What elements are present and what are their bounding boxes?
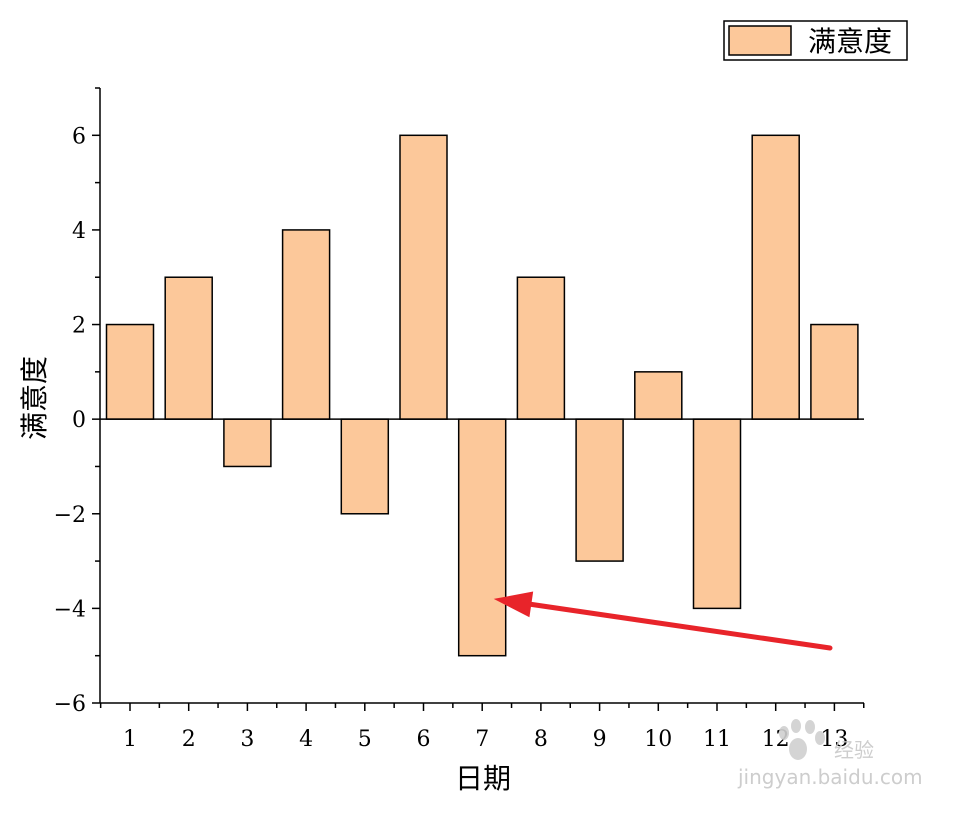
arrow-head xyxy=(493,591,534,618)
x-ticks-group: 1 2 3 4 5 6 7 8 9 10 11 12 13 xyxy=(99,703,865,752)
y-tick-label: −2 xyxy=(54,503,86,528)
y-tick-label: −4 xyxy=(54,597,86,622)
x-tick-label: 9 xyxy=(593,727,607,752)
bar-2 xyxy=(164,276,213,420)
arrow-shaft xyxy=(528,601,833,651)
y-tick-label: 2 xyxy=(72,314,86,339)
paw-logo xyxy=(779,719,825,760)
x-tick-label: 2 xyxy=(182,727,196,752)
bar-3 xyxy=(223,418,272,468)
x-tick-label: 7 xyxy=(475,727,489,752)
x-tick-label: 4 xyxy=(299,727,313,752)
bar-1 xyxy=(105,323,155,420)
bar-12 xyxy=(751,134,800,420)
bar-13 xyxy=(810,323,859,420)
x-tick-label: 13 xyxy=(820,727,848,752)
bar-11 xyxy=(692,418,742,610)
watermark-text: 经验 xyxy=(834,738,874,762)
bar-10 xyxy=(634,371,683,420)
legend-swatch xyxy=(728,25,792,56)
y-ticks-group: −6 −4 −2 0 2 4 6 xyxy=(54,87,100,717)
x-tick-label: 6 xyxy=(417,727,431,752)
y-tick-label: −6 xyxy=(54,692,86,717)
x-tick-label: 8 xyxy=(534,727,548,752)
bar-5 xyxy=(340,418,390,515)
y-tick-label: 4 xyxy=(72,219,86,244)
bar-9 xyxy=(575,418,624,562)
bars-group xyxy=(105,134,859,657)
x-tick-label: 5 xyxy=(358,727,372,752)
y-tick-label: 6 xyxy=(72,124,86,149)
legend: 满意度 xyxy=(723,20,908,61)
y-tick-label: 0 xyxy=(72,408,86,433)
watermark: 经验 jingyan.baidu.com xyxy=(737,719,923,789)
x-axis-title: 日期 xyxy=(455,762,511,795)
bar-4 xyxy=(281,229,331,420)
legend-label: 满意度 xyxy=(808,25,892,58)
annotation-arrow xyxy=(493,591,833,651)
x-tick-label: 11 xyxy=(703,727,731,752)
bar-7 xyxy=(457,418,507,657)
x-tick-label: 3 xyxy=(240,727,254,752)
bar-8 xyxy=(516,276,566,420)
x-tick-label: 1 xyxy=(123,727,137,752)
bar-6 xyxy=(399,134,448,420)
watermark-subtext: jingyan.baidu.com xyxy=(737,765,923,789)
y-axis-title: 满意度 xyxy=(18,356,51,440)
x-tick-label: 10 xyxy=(644,727,672,752)
